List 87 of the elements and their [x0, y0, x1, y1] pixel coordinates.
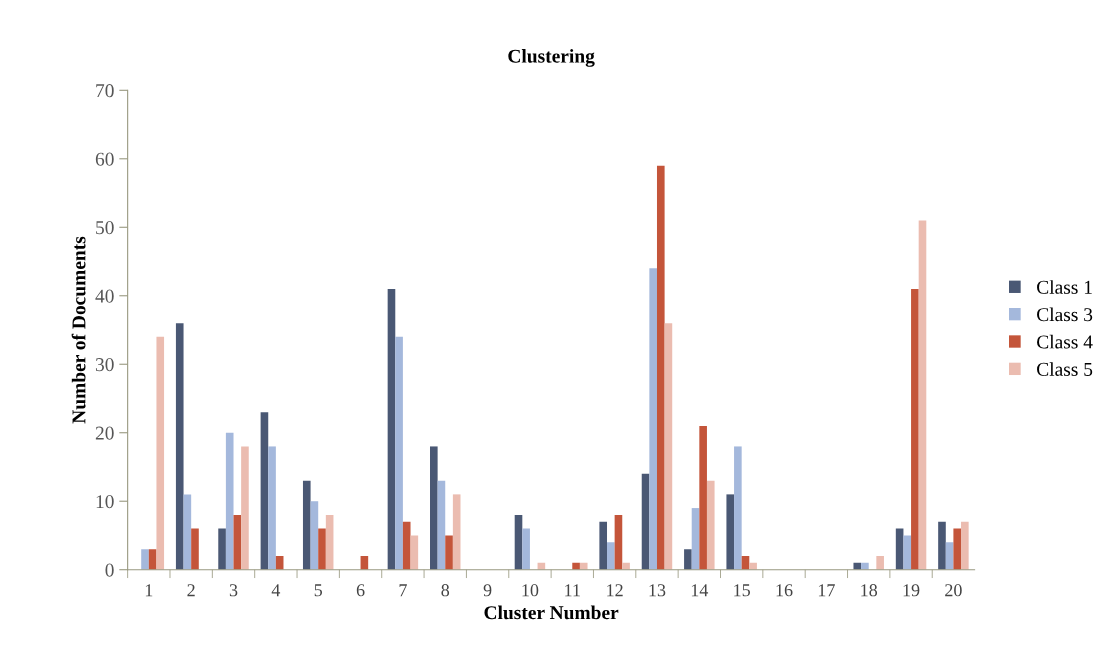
bar — [141, 549, 149, 570]
y-tick-label: 20 — [95, 426, 114, 440]
x-tick-label: 12 — [607, 584, 623, 597]
bar — [622, 562, 630, 570]
x-tick-label: 19 — [903, 584, 920, 597]
bar — [225, 432, 234, 570]
bar — [691, 508, 700, 570]
bar — [911, 288, 919, 570]
x-tick-label: 10 — [522, 584, 539, 597]
bar — [395, 336, 403, 570]
bar — [218, 528, 226, 570]
x-tick-label: 15 — [734, 584, 750, 597]
x-tick-label: 5 — [314, 584, 323, 597]
bar — [233, 514, 242, 570]
bar — [918, 220, 927, 570]
legend-label: Class 5 — [1037, 362, 1093, 376]
x-tick-label: 11 — [565, 584, 580, 597]
bar — [649, 268, 657, 570]
x-tick-label: 16 — [776, 584, 793, 597]
y-tick-label: 70 — [96, 84, 114, 98]
legend-label: Class 1 — [1037, 280, 1092, 294]
x-tick-label: 2 — [187, 584, 195, 597]
bar — [749, 562, 757, 570]
x-tick-label: 8 — [441, 584, 450, 597]
bar — [318, 528, 326, 570]
x-tick-label: 13 — [649, 584, 666, 597]
bar — [572, 562, 580, 570]
x-tick-label: 1 — [145, 584, 153, 597]
bar — [726, 494, 735, 570]
bar — [607, 542, 615, 570]
bar — [191, 528, 199, 570]
bar — [410, 535, 419, 570]
bar — [452, 494, 461, 570]
y-tick-label: 50 — [96, 221, 114, 235]
bar — [684, 549, 692, 570]
bar — [387, 288, 396, 570]
bar — [853, 562, 862, 570]
x-tick-label: 4 — [271, 584, 281, 597]
bar — [183, 494, 192, 570]
bar — [579, 562, 588, 570]
bar — [241, 446, 249, 570]
bar — [260, 412, 269, 570]
y-tick-label: 40 — [95, 289, 114, 303]
x-tick-label: 7 — [399, 584, 407, 597]
bar — [430, 446, 438, 570]
bar — [903, 535, 912, 570]
bar — [953, 528, 962, 570]
y-tick-label: 0 — [105, 563, 114, 577]
x-axis-title: Cluster Number — [484, 605, 619, 620]
bar — [734, 446, 742, 570]
bar — [614, 514, 623, 570]
bar — [522, 528, 530, 570]
legend-label: Class 4 — [1037, 334, 1093, 349]
x-tick-label: 18 — [861, 584, 878, 597]
bar — [945, 542, 954, 570]
bar — [445, 535, 453, 570]
y-tick-label: 10 — [96, 495, 114, 509]
bar — [325, 514, 334, 570]
bar — [514, 514, 523, 570]
bar — [175, 323, 184, 570]
x-tick-label: 6 — [356, 584, 365, 597]
bar — [699, 425, 707, 570]
y-tick-label: 30 — [95, 358, 114, 372]
x-tick-label: 20 — [945, 584, 962, 597]
bar — [599, 521, 608, 570]
x-tick-label: 17 — [818, 584, 835, 597]
bar — [156, 336, 165, 570]
chart-title: Clustering — [508, 49, 595, 67]
x-tick-label: 3 — [229, 584, 238, 597]
bar — [706, 480, 715, 570]
y-axis-title: Number of Documents — [71, 236, 86, 424]
bar — [961, 521, 969, 570]
legend-label: Class 3 — [1037, 307, 1093, 322]
bar — [268, 446, 276, 570]
x-tick-label: 14 — [691, 584, 709, 597]
bar — [876, 556, 884, 570]
bar — [664, 323, 673, 570]
bar — [861, 562, 869, 570]
x-tick-label: 9 — [483, 584, 492, 597]
bar — [938, 521, 946, 570]
bar — [641, 473, 650, 570]
bar — [402, 521, 411, 570]
bar — [437, 480, 446, 570]
y-tick-label: 60 — [95, 152, 114, 166]
bar — [302, 480, 311, 570]
bar — [310, 501, 319, 570]
bar — [656, 165, 665, 570]
